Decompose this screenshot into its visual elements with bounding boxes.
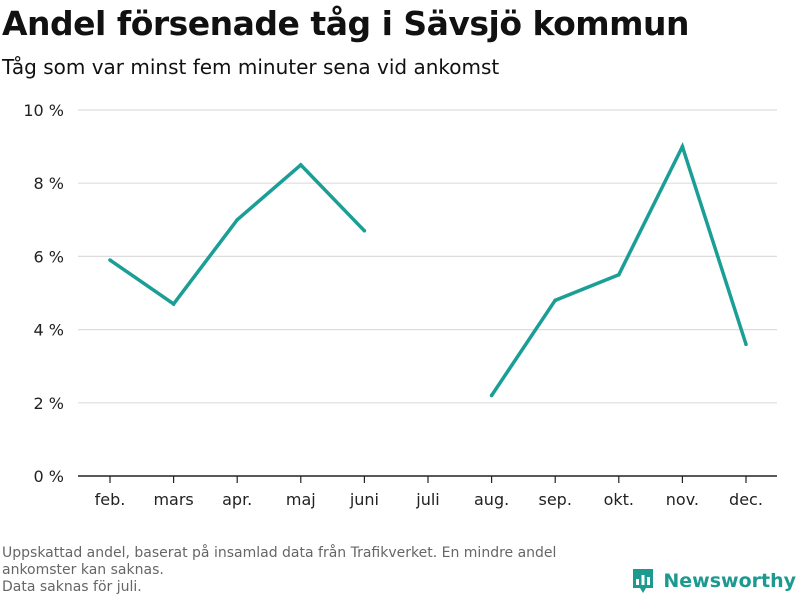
brand-logo[interactable]: Newsworthy	[631, 567, 796, 595]
data-point[interactable]	[680, 144, 685, 149]
data-point[interactable]	[553, 298, 557, 303]
x-tick-label: juli	[415, 490, 439, 509]
y-tick-label: 4 %	[34, 321, 64, 340]
series-line	[490, 141, 748, 397]
x-tick-label: maj	[286, 490, 316, 509]
chart-subtitle: Tåg som var minst fem minuter sena vid a…	[2, 55, 500, 79]
data-point[interactable]	[235, 218, 239, 222]
data-point[interactable]	[362, 228, 367, 233]
data-point[interactable]	[171, 302, 176, 306]
chart-title: Andel försenade tåg i Sävsjö kommun	[2, 4, 690, 43]
x-tick-label: sep.	[538, 490, 571, 509]
data-point[interactable]	[744, 342, 748, 347]
data-point[interactable]	[299, 163, 303, 167]
line-chart: 0 % 2 % 4 % 6 % 8 % 10 % feb. mars apr. maj juni j…	[23, 101, 777, 509]
footnote: Uppskattad andel, baserat på insamlad da…	[2, 545, 556, 596]
y-tick-label: 6 %	[34, 247, 64, 266]
data-point[interactable]	[617, 272, 621, 277]
x-tick-label: feb.	[95, 490, 126, 509]
x-tick-label: mars	[153, 490, 193, 509]
x-tick-label: apr.	[222, 490, 252, 509]
data-point[interactable]	[108, 258, 112, 262]
y-tick-label: 2 %	[34, 394, 64, 413]
series-line	[109, 162, 366, 307]
brand-name: Newsworthy	[663, 570, 796, 592]
y-tick-label: 0 %	[34, 467, 64, 486]
y-tick-label: 8 %	[34, 174, 64, 193]
x-tick-label: juni	[349, 490, 379, 509]
newsworthy-logo-icon	[633, 569, 654, 593]
y-tick-label: 10 %	[23, 101, 64, 120]
x-tick-label: aug.	[474, 490, 509, 509]
x-tick-label: okt.	[604, 490, 634, 509]
x-tick-label: nov.	[666, 490, 699, 509]
data-point[interactable]	[489, 393, 494, 398]
x-tick-label: dec.	[729, 490, 763, 509]
footnote-line-1: Uppskattad andel, baserat på insamlad da…	[2, 545, 557, 561]
footnote-line-3: Data saknas för juli.	[2, 579, 142, 595]
footnote-line-2: ankomster kan saknas.	[2, 562, 164, 578]
